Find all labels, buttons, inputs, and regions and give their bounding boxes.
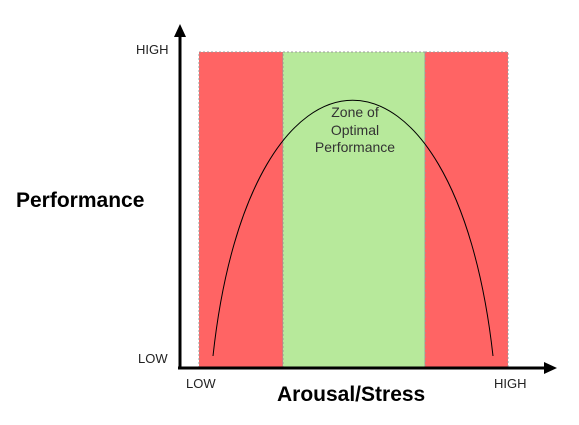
y-axis-low-label: LOW [138, 351, 168, 366]
optimal-zone-label-line-1: Zone of [331, 104, 379, 120]
x-axis-arrowhead [544, 362, 557, 374]
x-axis-title: Arousal/Stress [277, 383, 426, 406]
low-performance-zone-left [198, 51, 284, 369]
x-axis-low-label: LOW [186, 376, 216, 391]
optimal-zone-label: Zone of Optimal Performance [285, 104, 425, 157]
optimal-zone-label-line-2: Optimal [330, 121, 380, 138]
x-axis-high-label: HIGH [494, 376, 527, 391]
performance-curve [212, 99, 494, 357]
y-axis-title: Performance [16, 189, 145, 212]
low-performance-zone-right [424, 51, 509, 369]
y-axis-high-label: HIGH [136, 42, 169, 57]
optimal-zone-label-line-3: Performance [314, 139, 396, 155]
optimal-performance-zone [282, 51, 426, 369]
y-axis-arrowhead [174, 24, 186, 37]
